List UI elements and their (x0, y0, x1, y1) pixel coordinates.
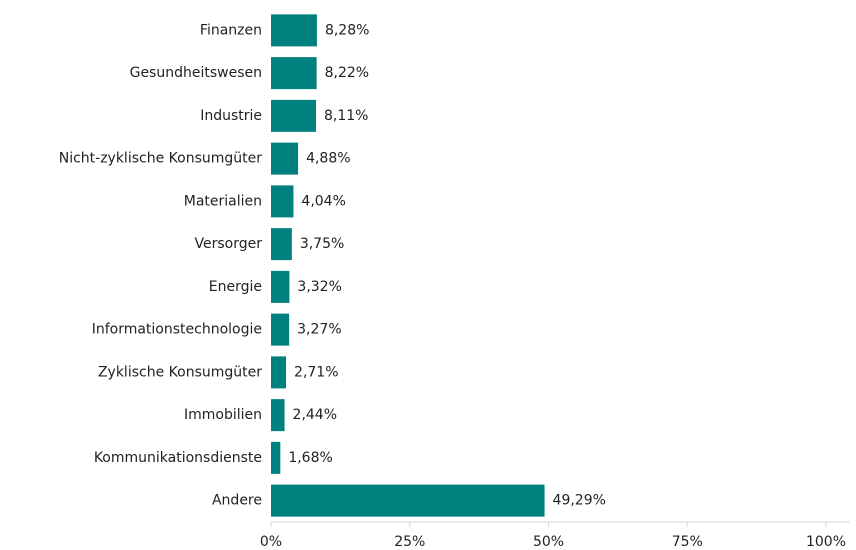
category-label: Gesundheitswesen (130, 65, 262, 81)
x-tick-label: 100% (806, 534, 846, 550)
x-tick-label: 25% (394, 534, 425, 550)
bar (271, 270, 290, 303)
bar (271, 142, 299, 175)
bar (271, 57, 317, 90)
bar (271, 441, 281, 474)
category-label: Materialien (184, 193, 262, 209)
bar (271, 185, 294, 218)
x-tick-label: 0% (260, 534, 282, 550)
value-label: 1,68% (288, 450, 332, 466)
category-label: Nicht-zyklische Konsumgüter (59, 151, 263, 167)
bar (271, 356, 287, 389)
x-tick-label: 50% (533, 534, 564, 550)
bar (271, 14, 317, 47)
category-label: Versorger (195, 236, 263, 252)
category-label: Andere (212, 493, 262, 509)
value-label: 8,22% (325, 65, 369, 81)
value-label: 4,88% (306, 151, 350, 167)
value-label: 2,44% (293, 407, 337, 423)
category-label: Energie (209, 279, 262, 295)
value-label: 8,28% (325, 22, 369, 38)
value-label: 2,71% (294, 364, 338, 380)
value-label: 3,27% (297, 322, 341, 338)
category-label: Zyklische Konsumgüter (98, 364, 262, 380)
value-label: 3,32% (297, 279, 341, 295)
bar (271, 399, 285, 432)
bar (271, 484, 545, 517)
value-label: 4,04% (301, 193, 345, 209)
value-label: 49,29% (553, 493, 606, 509)
category-label: Kommunikationsdienste (94, 450, 262, 466)
category-label: Immobilien (184, 407, 262, 423)
bar (271, 99, 317, 132)
category-label: Industrie (200, 108, 262, 124)
bar (271, 313, 290, 346)
category-label: Finanzen (200, 22, 262, 38)
value-label: 3,75% (300, 236, 344, 252)
x-tick-label: 75% (672, 534, 703, 550)
bar (271, 228, 292, 261)
category-label: Informationstechnologie (92, 322, 262, 338)
value-label: 8,11% (324, 108, 368, 124)
